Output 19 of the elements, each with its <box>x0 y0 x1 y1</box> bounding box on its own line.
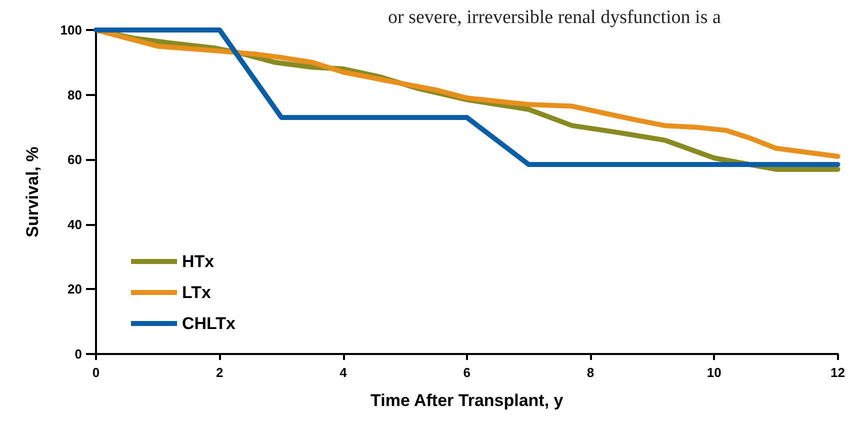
text: or severe, irreversible renal dysfunction is a <box>388 7 722 28</box>
y-tick-label: 20 <box>68 282 82 297</box>
x-tick-label: 10 <box>706 365 722 380</box>
y-tick-label: 40 <box>68 216 82 232</box>
x-tick-label: 6 <box>463 365 470 380</box>
x-tick-label: 8 <box>586 365 594 380</box>
y-axis-title: Survival, % <box>23 146 42 238</box>
x-tick-label: 12 <box>830 365 846 380</box>
legend-label: CHLTx <box>182 314 236 333</box>
x-tick-label: 2 <box>216 365 224 380</box>
legend-label: LTx <box>182 283 212 302</box>
y-tick-label: 100 <box>60 22 82 38</box>
y-tick-label: 80 <box>68 87 82 102</box>
x-tick-label: 0 <box>92 365 100 380</box>
x-tick-label: 4 <box>340 365 348 380</box>
x-axis-title: Time After Transplant, y <box>370 391 564 410</box>
y-tick-label: 0 <box>74 346 82 362</box>
y-tick-label: 60 <box>68 152 82 168</box>
legend-label: HTx <box>182 252 215 271</box>
